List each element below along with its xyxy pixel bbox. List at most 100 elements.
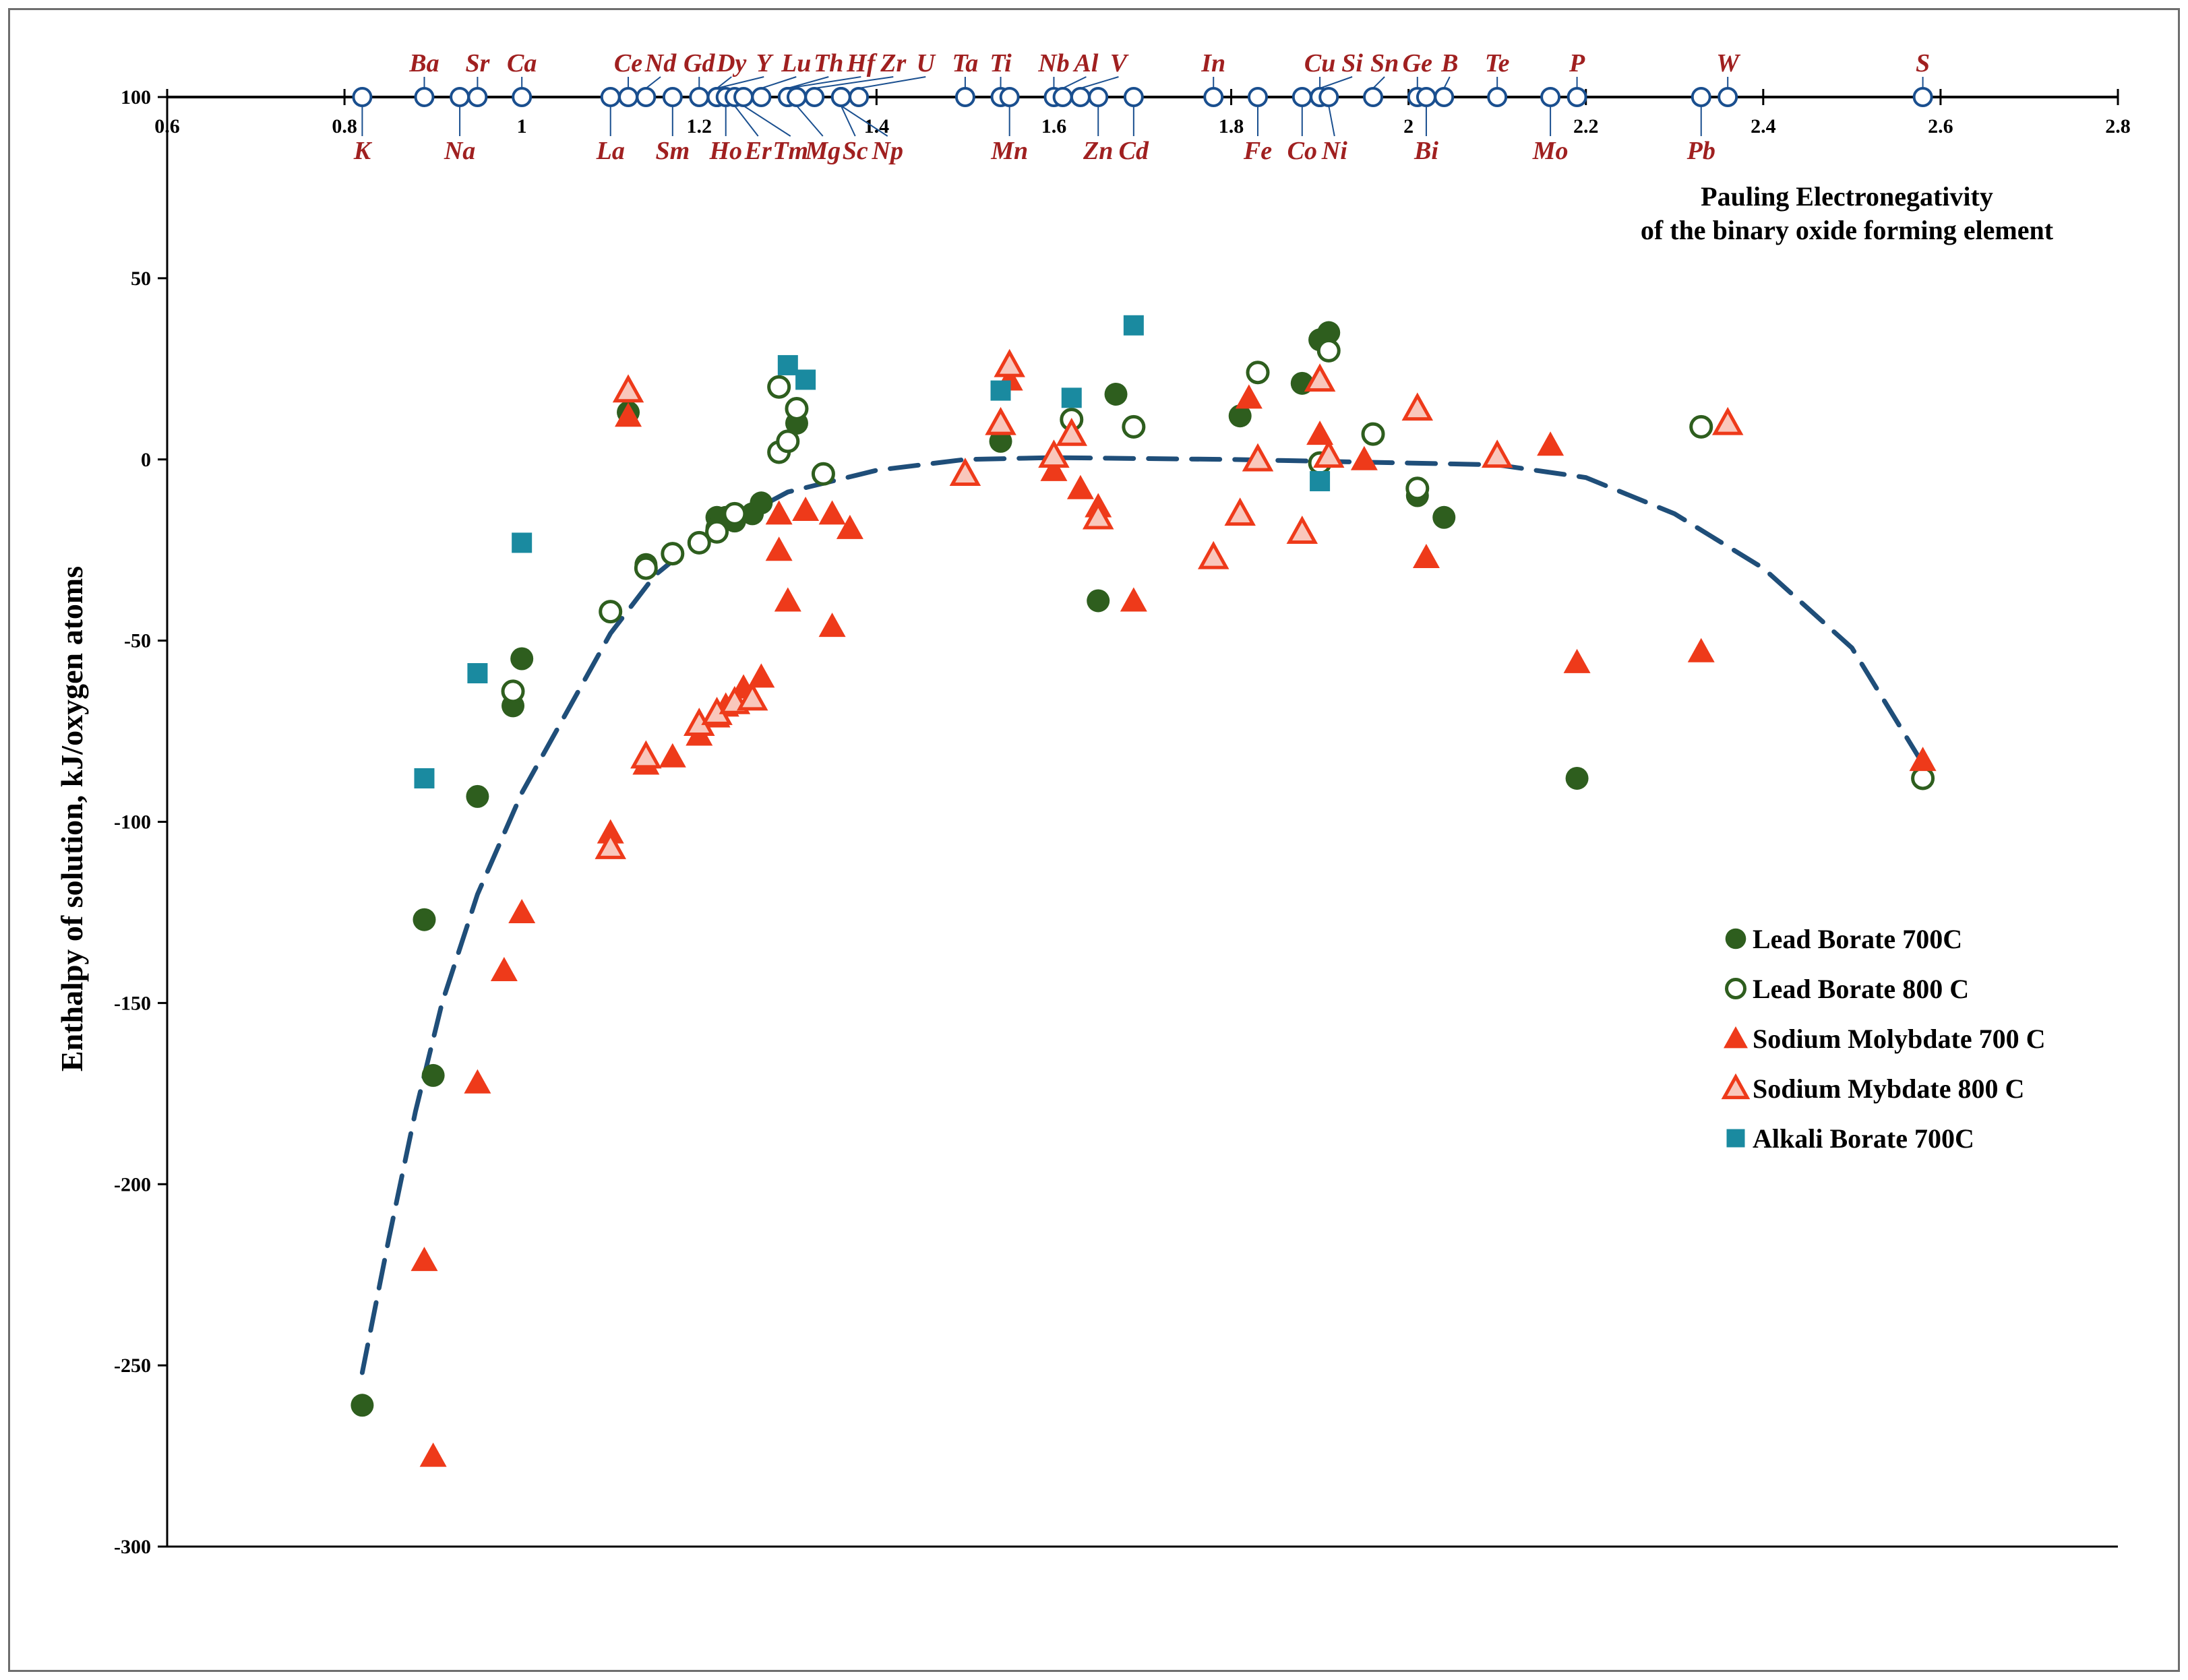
- element-label: Ta: [952, 49, 979, 77]
- fit-curve: [359, 455, 1926, 1375]
- element-label: Fe: [1243, 137, 1272, 165]
- element-marker: [999, 87, 1020, 107]
- point-lead-borate-800-c: [661, 542, 685, 566]
- element-leader-line: [841, 105, 888, 137]
- y-tick-label: -300: [114, 1536, 151, 1558]
- point-lead-borate-800-c: [1911, 766, 1935, 790]
- element-label: Te: [1485, 49, 1510, 77]
- data-points-layer: [351, 315, 1937, 1467]
- element-marker: [450, 87, 470, 107]
- x-tick-label: 1.8: [1219, 115, 1244, 137]
- point-lead-borate-700c: [750, 491, 773, 515]
- scatter-chart: 100 50 0 -50 -100 -150 -200 -250 -300 0.6 0.8 1 1.2 1…: [55, 49, 2131, 1558]
- x-tick-label: 2: [1403, 115, 1414, 137]
- element-label: Cd: [1119, 137, 1149, 165]
- element-label: Gd: [683, 49, 715, 77]
- point-sodium-molybdate-700-c: [659, 743, 686, 768]
- x-tick-label: 0.6: [154, 115, 180, 137]
- x-tick-label: 0.8: [332, 115, 357, 137]
- legend-label-lead-borate-800-c: Lead Borate 800 C: [1753, 974, 1969, 1004]
- element-leader-line: [645, 76, 661, 89]
- point-alkali-borate-700c: [1123, 315, 1144, 336]
- element-label: Y: [756, 49, 774, 77]
- fit-curve-layer: [359, 455, 1926, 1375]
- y-tick-label: -250: [114, 1355, 151, 1377]
- point-sodium-molybdate-700-c: [1350, 445, 1378, 470]
- element-marker: [849, 87, 870, 107]
- point-sodium-molybdate-700-c: [1909, 747, 1937, 772]
- element-label: W: [1716, 49, 1741, 77]
- point-alkali-borate-700c: [1310, 471, 1331, 492]
- point-lead-borate-800-c: [705, 520, 729, 544]
- element-marker: [352, 87, 373, 107]
- point-sodium-mybdate-800-c: [1082, 501, 1114, 530]
- point-lead-borate-700c: [1104, 382, 1128, 406]
- element-label: Mg: [804, 137, 841, 165]
- point-sodium-mybdate-800-c: [1711, 406, 1744, 435]
- legend-label-alkali-borate-700c: Alkali Borate 700C: [1753, 1123, 1974, 1154]
- element-marker: [830, 87, 851, 107]
- point-sodium-molybdate-700-c: [411, 1247, 438, 1272]
- point-sodium-molybdate-700-c: [818, 613, 846, 637]
- point-sodium-mybdate-800-c: [1056, 417, 1088, 446]
- point-sodium-molybdate-700-c: [1066, 474, 1094, 499]
- element-marker: [1487, 87, 1508, 107]
- point-lead-borate-800-c: [1405, 476, 1430, 501]
- x-tick-label: 2.4: [1751, 115, 1776, 137]
- element-marker: [1416, 87, 1436, 107]
- point-sodium-mybdate-800-c: [612, 374, 644, 403]
- element-leader-line: [787, 76, 861, 89]
- element-label: Si: [1341, 49, 1363, 77]
- element-marker: [1718, 87, 1738, 107]
- y-axis-label: Enthalpy of solution, kJ/oxygen atoms: [55, 566, 89, 1071]
- y-tick-label: -150: [114, 992, 151, 1014]
- element-leader-line: [716, 76, 732, 89]
- element-label: Ge: [1403, 49, 1432, 77]
- element-label: Zr: [880, 49, 907, 77]
- element-marker: [1318, 87, 1339, 107]
- element-marker: [512, 87, 533, 107]
- element-marker: [1248, 87, 1269, 107]
- point-sodium-molybdate-700-c: [1306, 421, 1334, 445]
- point-lead-borate-800-c: [767, 375, 791, 399]
- point-sodium-mybdate-800-c: [1286, 516, 1318, 544]
- point-sodium-mybdate-800-c: [1401, 392, 1434, 421]
- axes-layer: 100 50 0 -50 -100 -150 -200 -250 -300 0.6 0.8 1 1.2 1…: [114, 86, 2131, 1558]
- point-alkali-borate-700c: [1061, 387, 1082, 408]
- x-tick-label: 1.6: [1041, 115, 1067, 137]
- element-label: Na: [444, 137, 475, 165]
- point-sodium-mybdate-800-c: [1224, 497, 1256, 526]
- element-marker: [1691, 87, 1711, 107]
- element-marker: [1363, 87, 1384, 107]
- element-marker: [954, 87, 975, 107]
- point-lead-borate-700c: [466, 784, 489, 808]
- element-label: Co: [1287, 137, 1317, 165]
- element-leader-line: [743, 105, 791, 137]
- element-leader-line: [1062, 76, 1087, 89]
- element-label: Ca: [507, 49, 537, 77]
- point-alkali-borate-700c: [414, 768, 435, 788]
- point-lead-borate-700c: [1228, 404, 1252, 428]
- point-alkali-borate-700c: [777, 354, 798, 375]
- legend: Lead Borate 700C Lead Borate 800 C Sodium …: [1721, 924, 2046, 1154]
- point-sodium-molybdate-700-c: [818, 500, 846, 525]
- point-sodium-molybdate-700-c: [792, 497, 820, 522]
- point-alkali-borate-700c: [512, 532, 533, 553]
- element-label: Mo: [1532, 137, 1569, 165]
- element-marker: [1088, 87, 1109, 107]
- element-marker: [689, 87, 710, 107]
- element-label: Ni: [1321, 137, 1347, 165]
- element-label: Sr: [465, 49, 490, 77]
- element-marker: [1123, 87, 1144, 107]
- point-sodium-mybdate-800-c: [1304, 363, 1336, 392]
- y-tick-label: 100: [121, 86, 151, 108]
- element-leader-line: [858, 76, 926, 89]
- point-sodium-mybdate-800-c: [1481, 439, 1513, 468]
- point-alkali-borate-700c: [990, 380, 1011, 401]
- element-marker: [751, 87, 772, 107]
- point-lead-borate-700c: [351, 1394, 374, 1417]
- element-leader-line: [840, 105, 856, 137]
- y-tick-label: -200: [114, 1173, 151, 1195]
- y-tick-label: -100: [114, 811, 151, 834]
- point-sodium-molybdate-700-c: [836, 514, 863, 539]
